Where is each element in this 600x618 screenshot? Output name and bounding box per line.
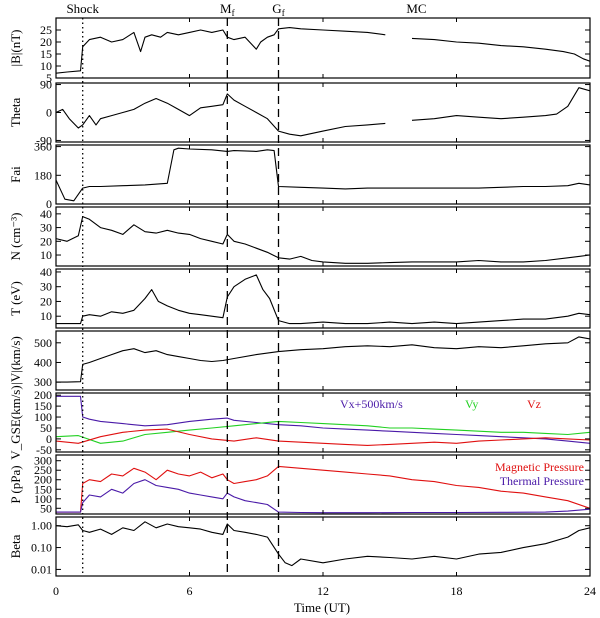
series-b-2 <box>411 37 590 62</box>
legend-entry: Vx+500km/s <box>340 397 403 411</box>
x-tick-label: 6 <box>187 584 193 598</box>
panel-frame <box>55 82 591 143</box>
y-tick-label: 40 <box>40 265 52 279</box>
y-axis-label: |V|(km/s) <box>8 336 23 385</box>
series-beta-1 <box>56 521 590 567</box>
y-axis-label: P (pPa) <box>8 465 23 503</box>
series-vz <box>56 428 590 446</box>
legend-entry: Vz <box>527 397 541 411</box>
series-fai-1 <box>56 147 590 202</box>
y-tick-label: 25 <box>40 23 52 37</box>
y-tick-label: 0.01 <box>31 562 52 576</box>
y-tick-label: 50 <box>40 421 52 435</box>
y-tick-label: 300 <box>34 454 52 468</box>
y-tick-label: 200 <box>34 388 52 402</box>
panel-frame <box>55 17 591 79</box>
y-tick-label: 20 <box>40 35 52 49</box>
y-tick-label: 150 <box>34 399 52 413</box>
y-tick-label: 0.10 <box>31 541 52 555</box>
panel-frame <box>55 144 591 205</box>
y-tick-label: 100 <box>34 410 52 424</box>
time-axis: 0 6 12 18 24 <box>53 584 596 598</box>
marker-label-g: Gf <box>272 1 284 18</box>
y-tick-label: 300 <box>34 375 52 389</box>
legend-entry: Vy <box>465 397 478 411</box>
y-tick-label: 30 <box>40 280 52 294</box>
y-axis-label: V_GSE(km/s) <box>8 385 23 459</box>
y-tick-label: 180 <box>34 168 52 182</box>
y-tick-label: -50 <box>36 443 52 457</box>
series-b-1 <box>56 27 386 74</box>
y-axis-label: Theta <box>8 97 23 127</box>
series-thermal-pressure <box>56 479 590 514</box>
panel-frame <box>55 206 591 267</box>
y-tick-label: 90 <box>40 78 52 92</box>
y-tick-label: 20 <box>40 294 52 308</box>
y-axis-label: N (cm⁻³) <box>8 213 23 261</box>
y-tick-label: 250 <box>34 463 52 477</box>
marker-label-m: Mf <box>220 1 235 18</box>
y-axis-label: Fai <box>8 166 23 183</box>
legend-entry: Magnetic Pressure <box>495 460 584 474</box>
y-tick-label: 360 <box>34 140 52 154</box>
y-tick-label: -90 <box>36 133 52 147</box>
panel-group: 510152025|B|(nT)-90090Theta0180360Fai102… <box>8 17 591 577</box>
y-tick-label: 200 <box>34 473 52 487</box>
x-tick-label: 24 <box>584 584 596 598</box>
y-tick-label: 10 <box>40 248 52 262</box>
y-tick-label: 1.00 <box>31 519 52 533</box>
panel-frame <box>55 516 591 577</box>
panel-theta: -90 0 90 Theta <box>8 78 591 147</box>
event-marker-lines <box>82 18 280 576</box>
panel-frame <box>55 268 591 329</box>
y-tick-label: 40 <box>40 207 52 221</box>
series-magnetic-pressure <box>56 465 590 513</box>
marker-label-mc: MC <box>406 1 426 16</box>
y-tick-label: 5 <box>46 71 52 85</box>
panel-frame <box>55 330 591 391</box>
x-tick-label: 18 <box>451 584 463 598</box>
series-t-1 <box>56 274 590 325</box>
y-tick-label: 0 <box>46 197 52 211</box>
y-tick-label: 100 <box>34 492 52 506</box>
x-tick-label: 0 <box>53 584 59 598</box>
series-theta-1 <box>56 93 386 137</box>
x-axis-label: Time (UT) <box>294 600 350 615</box>
y-tick-label: 10 <box>40 309 52 323</box>
y-axis-label: |B|(nT) <box>8 30 23 67</box>
series-vy <box>56 420 590 444</box>
marker-label-shock: Shock <box>66 1 99 16</box>
series-vx-500km-s <box>56 395 590 444</box>
y-tick-label: 0 <box>46 106 52 120</box>
y-tick-label: 10 <box>40 59 52 73</box>
y-tick-label: 50 <box>40 501 52 515</box>
y-tick-label: 20 <box>40 234 52 248</box>
y-axis-label: Beta <box>8 534 23 558</box>
y-tick-label: 0 <box>46 432 52 446</box>
series-n-1 <box>56 216 590 264</box>
series-v-1 <box>56 336 590 383</box>
panel-beta: 0.01 0.10 1.00 Beta <box>8 516 591 577</box>
event-marker-labels: Shock Mf Gf MC <box>66 1 426 18</box>
y-tick-label: 150 <box>34 482 52 496</box>
y-tick-label: 500 <box>34 336 52 350</box>
y-axis-label: T (eV) <box>8 281 23 316</box>
y-tick-label: 15 <box>40 47 52 61</box>
y-tick-label: 30 <box>40 221 52 235</box>
y-tick-label: 400 <box>34 355 52 369</box>
x-tick-label: 12 <box>317 584 329 598</box>
panel-v: 300 400 500 |V|(km/s) <box>8 330 591 391</box>
panel-fai: 0 180 360 Fai <box>8 140 591 211</box>
series-theta-2 <box>411 87 590 121</box>
legend-entry: Thermal Pressure <box>500 474 584 488</box>
